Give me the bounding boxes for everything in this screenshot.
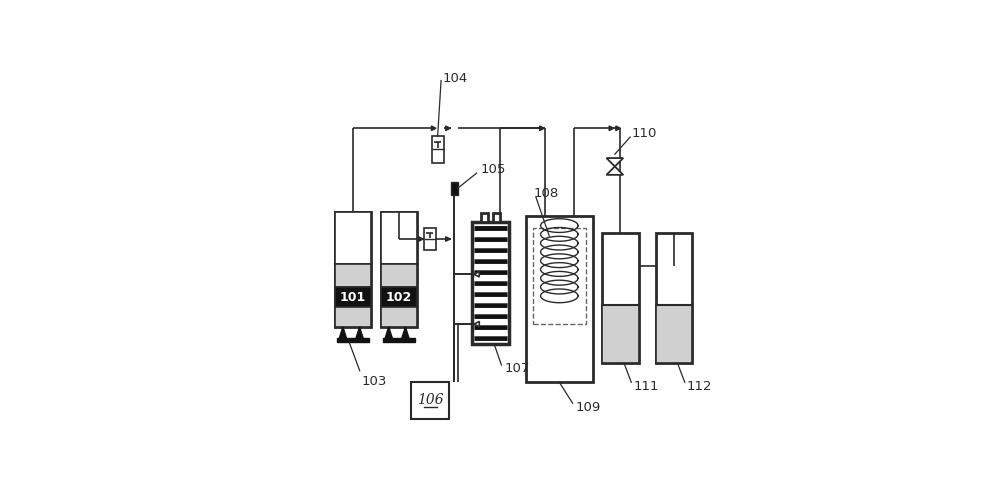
Text: 107: 107 [505,363,530,375]
Polygon shape [356,327,363,338]
Text: 111: 111 [633,379,659,392]
Bar [337,338,369,342]
Bar [335,212,371,327]
Polygon shape [419,237,423,242]
Bar [656,305,692,363]
Polygon shape [474,272,479,277]
Text: 103: 103 [362,374,387,387]
Bar [602,233,639,363]
Text: 110: 110 [632,127,657,140]
Bar [493,213,500,222]
Bar [656,233,692,363]
Polygon shape [606,158,623,167]
Text: 112: 112 [687,379,712,392]
Polygon shape [616,126,620,130]
Bar [381,264,417,287]
Bar [381,287,417,308]
Bar [335,264,371,287]
Bar [526,216,593,382]
Bar [335,308,371,327]
Polygon shape [339,327,347,338]
Bar [533,228,586,324]
Bar [451,182,458,195]
Text: 102: 102 [386,291,412,304]
Bar [335,212,371,264]
Bar [381,212,417,327]
Text: 106: 106 [417,393,444,407]
Text: 104: 104 [443,72,468,85]
Bar [411,382,449,419]
Polygon shape [446,237,450,242]
Bar [481,213,488,222]
Text: 108: 108 [534,186,559,200]
Bar [383,338,415,342]
Bar [381,308,417,327]
Bar [432,136,444,163]
Text: 109: 109 [576,401,601,414]
Polygon shape [402,327,409,338]
Polygon shape [385,327,392,338]
Polygon shape [540,126,544,130]
Polygon shape [474,321,479,327]
Text: 101: 101 [340,291,366,304]
Polygon shape [431,126,436,130]
Polygon shape [609,126,614,130]
Bar [602,305,639,363]
Bar [335,287,371,308]
Polygon shape [446,126,450,130]
Bar [424,228,436,250]
Bar [381,212,417,264]
Text: 105: 105 [480,163,506,176]
Polygon shape [606,167,623,175]
Bar [472,222,509,344]
